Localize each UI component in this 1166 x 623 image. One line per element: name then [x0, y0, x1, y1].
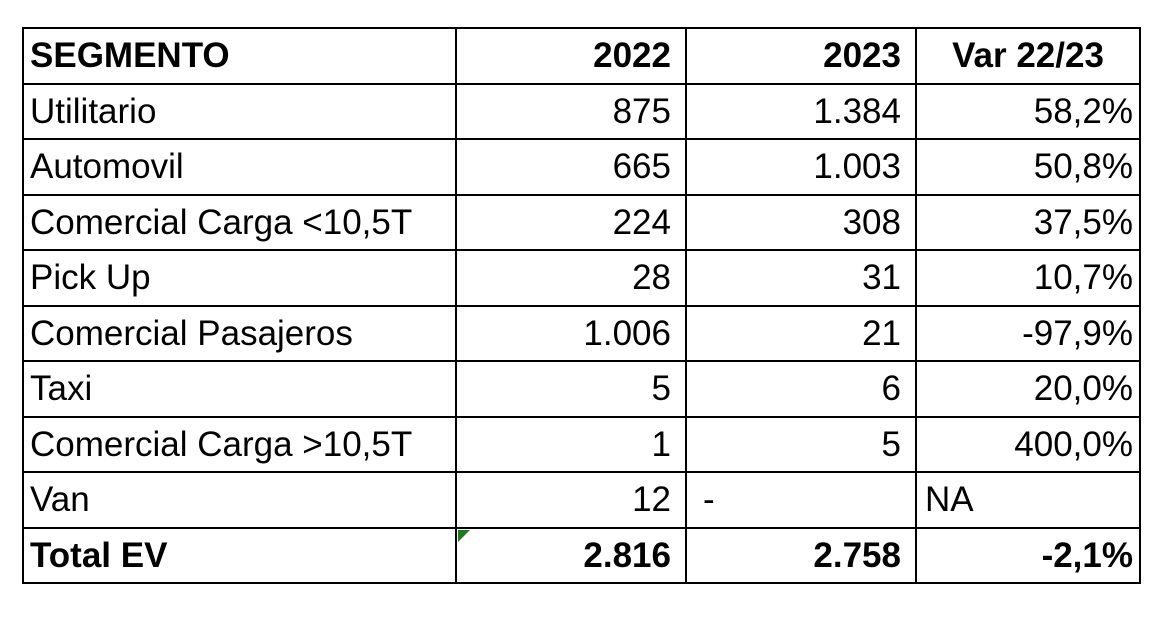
cell-2023: 308	[685, 193, 917, 251]
cell-2023: 1.003	[685, 138, 917, 196]
cell-2022: 1	[455, 415, 687, 473]
cell-2022: 875	[455, 82, 687, 140]
cell-2022: 1.006	[455, 304, 687, 362]
cell-variation: 50,8%	[915, 138, 1141, 196]
cell-variation: 400,0%	[915, 415, 1141, 473]
cell-2023: 31	[685, 249, 917, 307]
cell-2022: 5	[455, 360, 687, 418]
total-segment: Total EV	[22, 526, 457, 584]
cell-variation: NA	[915, 471, 1141, 529]
cell-2023: 1.384	[685, 82, 917, 140]
header-variation: Var 22/23	[915, 27, 1141, 85]
table-row: Automovil 665 1.003 50,8%	[22, 138, 1141, 196]
cell-2023: 6	[685, 360, 917, 418]
cell-2023: 5	[685, 415, 917, 473]
cell-2023: 21	[685, 304, 917, 362]
cell-variation: 58,2%	[915, 82, 1141, 140]
total-2022-cell: 2.816	[455, 526, 687, 584]
total-2022: 2.816	[583, 535, 671, 575]
cell-segment: Comercial Carga <10,5T	[22, 193, 457, 251]
table-row: Utilitario 875 1.384 58,2%	[22, 82, 1141, 140]
cell-comment-marker-icon	[458, 529, 470, 542]
cell-variation: 20,0%	[915, 360, 1141, 418]
cell-segment: Automovil	[22, 138, 457, 196]
ev-segment-table: SEGMENTO 2022 2023 Var 22/23 Utilitario …	[22, 27, 1141, 584]
cell-segment: Taxi	[22, 360, 457, 418]
cell-2023: -	[685, 471, 917, 529]
cell-segment: Van	[22, 471, 457, 529]
header-segment: SEGMENTO	[22, 27, 457, 85]
cell-variation: 37,5%	[915, 193, 1141, 251]
table-row: Van 12 - NA	[22, 471, 1141, 529]
cell-2022: 12	[455, 471, 687, 529]
table-row: Comercial Carga <10,5T 224 308 37,5%	[22, 193, 1141, 251]
total-variation: -2,1%	[915, 526, 1141, 584]
cell-2022: 28	[455, 249, 687, 307]
cell-variation: -97,9%	[915, 304, 1141, 362]
cell-2022: 224	[455, 193, 687, 251]
table-row: Pick Up 28 31 10,7%	[22, 249, 1141, 307]
header-2023: 2023	[685, 27, 917, 85]
header-2022: 2022	[455, 27, 687, 85]
cell-segment: Pick Up	[22, 249, 457, 307]
cell-segment: Utilitario	[22, 82, 457, 140]
table-row: Comercial Carga >10,5T 1 5 400,0%	[22, 415, 1141, 473]
cell-variation: 10,7%	[915, 249, 1141, 307]
total-2023: 2.758	[685, 526, 917, 584]
header-row: SEGMENTO 2022 2023 Var 22/23	[22, 27, 1141, 85]
cell-2022: 665	[455, 138, 687, 196]
table-row: Comercial Pasajeros 1.006 21 -97,9%	[22, 304, 1141, 362]
cell-segment: Comercial Carga >10,5T	[22, 415, 457, 473]
table-row: Taxi 5 6 20,0%	[22, 360, 1141, 418]
cell-segment: Comercial Pasajeros	[22, 304, 457, 362]
total-row: Total EV 2.816 2.758 -2,1%	[22, 526, 1141, 584]
